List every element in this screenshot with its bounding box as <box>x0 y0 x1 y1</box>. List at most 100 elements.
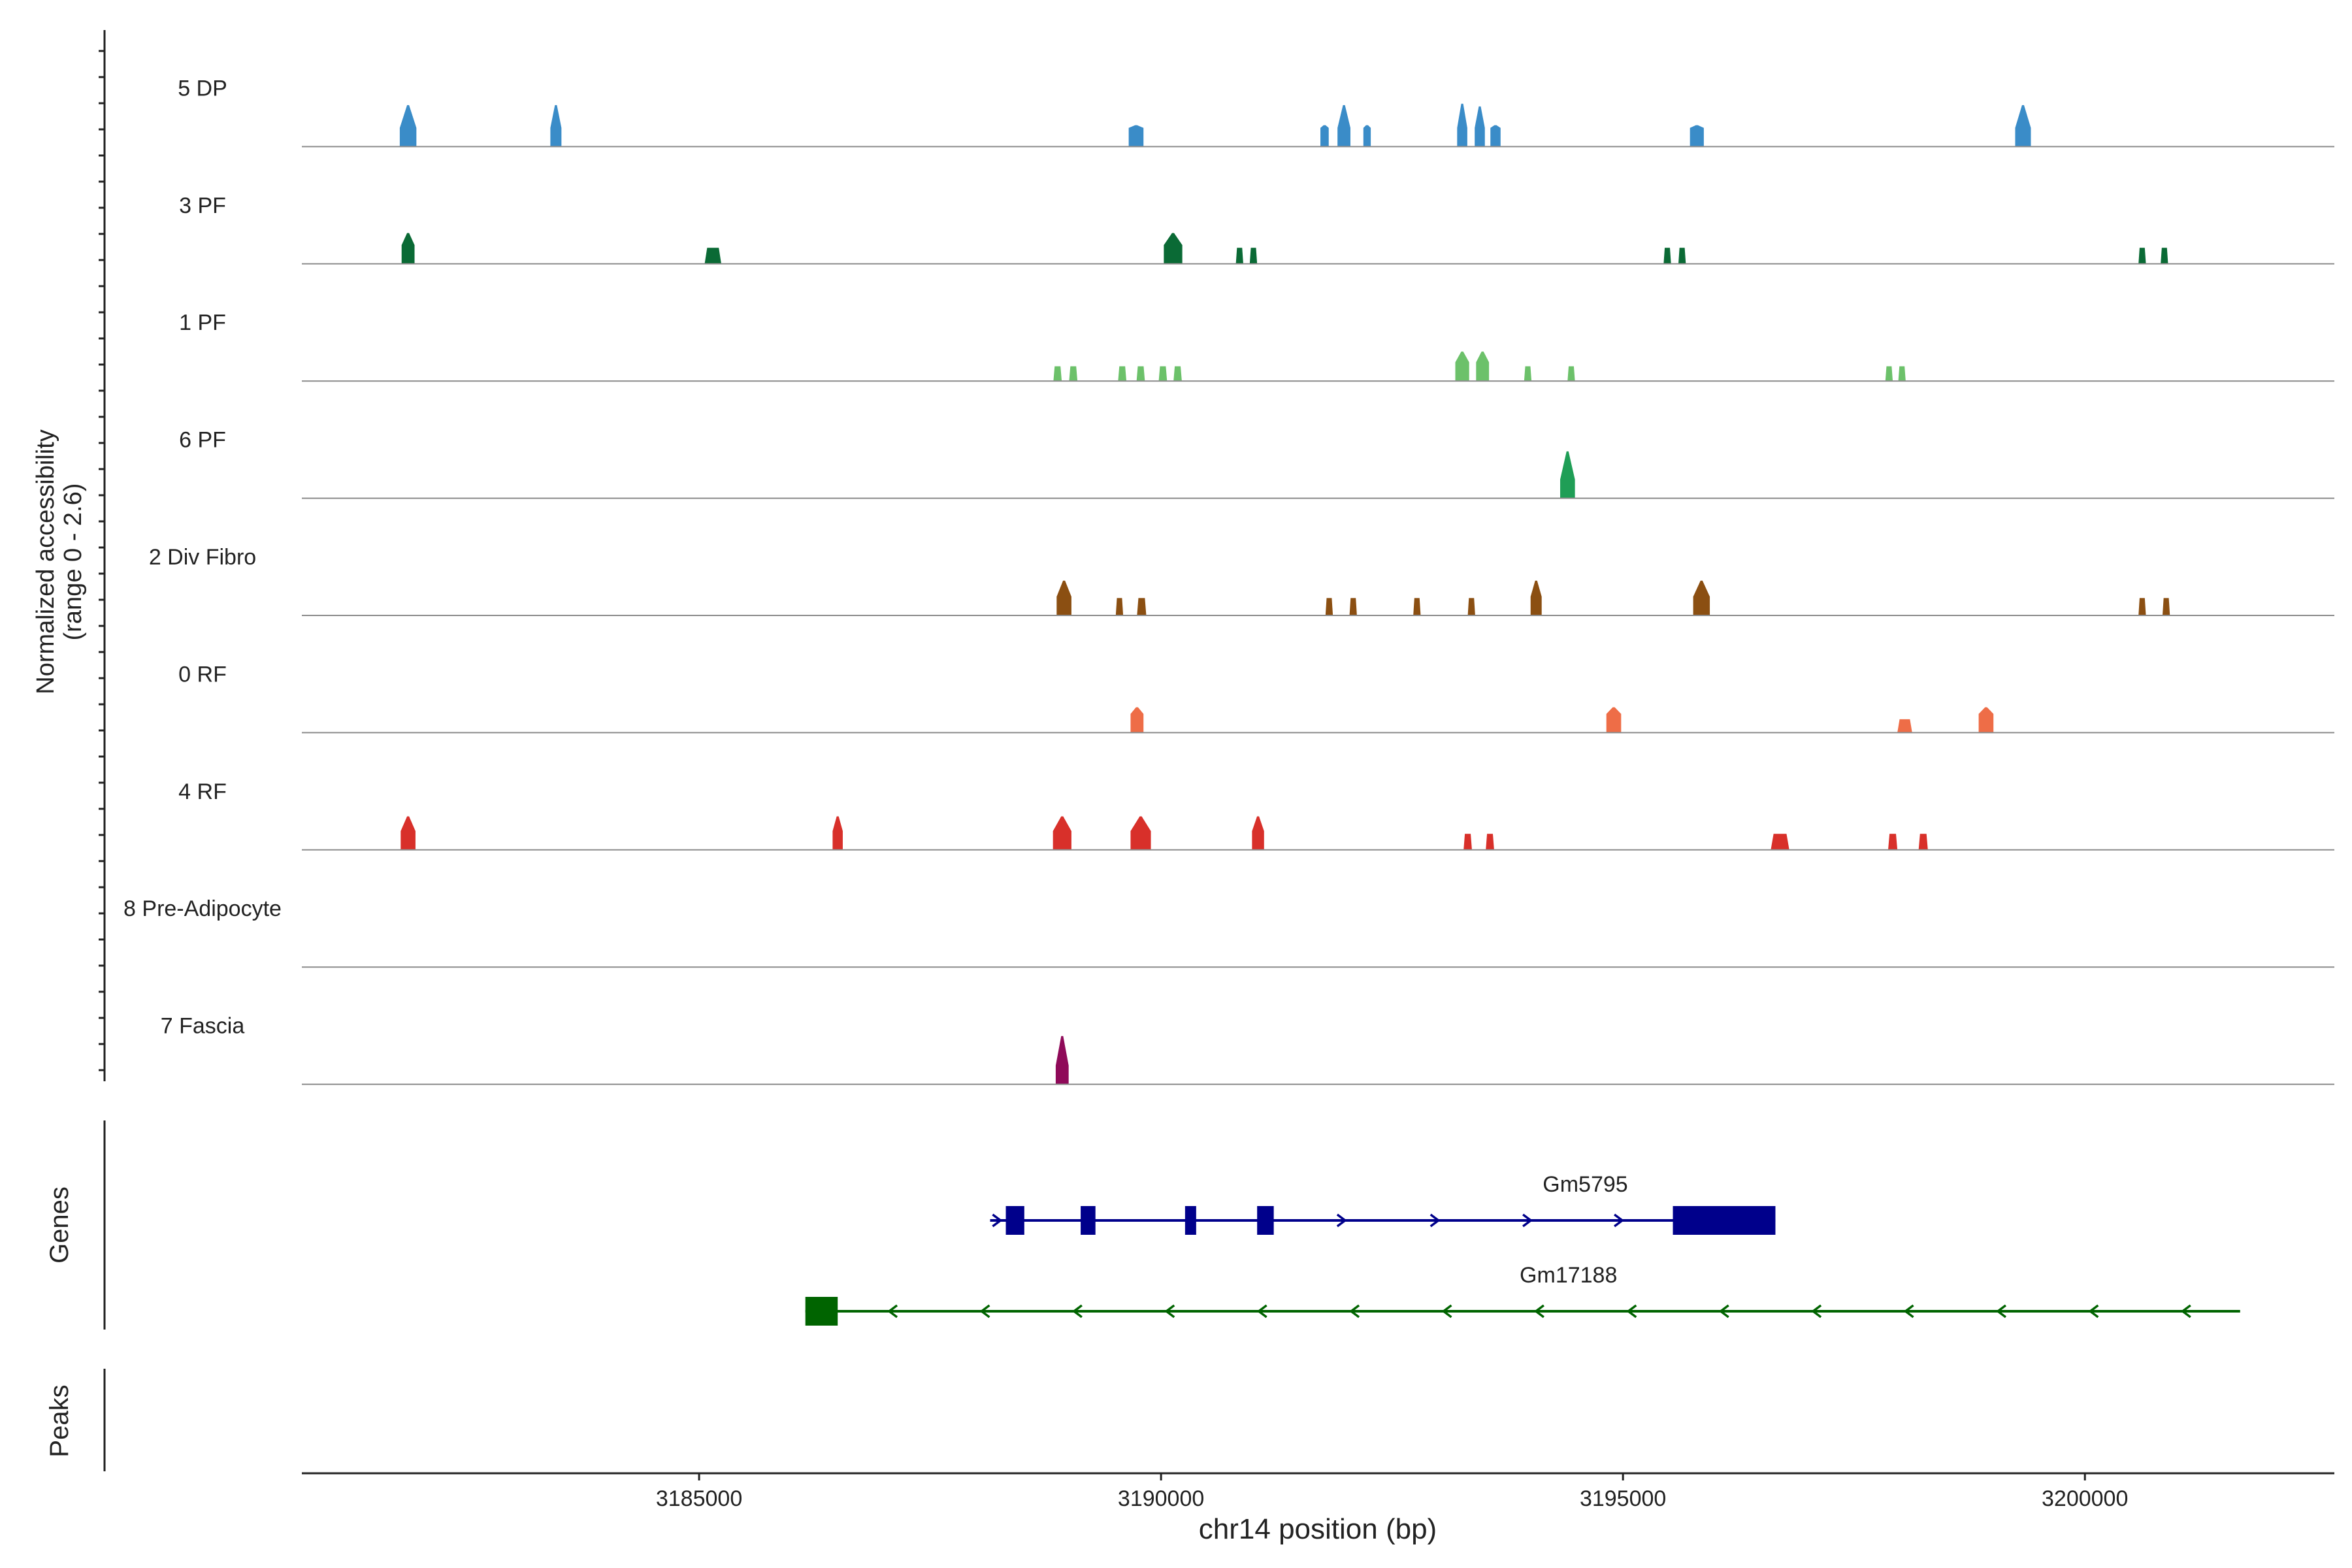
track-label-5-dp: 5 DP <box>178 76 227 101</box>
track-label-1-pf: 1 PF <box>179 310 226 335</box>
peak-3-pf-8 <box>2161 248 2168 264</box>
peak-1-pf-7 <box>1476 351 1490 382</box>
strand-arrow-gm17188-8 <box>1626 1304 1637 1318</box>
y-axis-title-line1: Normalized accessibility <box>32 429 59 694</box>
strand-arrow-gm17188-1 <box>979 1304 990 1318</box>
peak-5-dp-7 <box>1475 106 1485 147</box>
peak-3-pf-0 <box>401 233 415 264</box>
peak-4-rf-9 <box>1918 834 1928 850</box>
track-label-4-rf: 4 RF <box>178 779 227 804</box>
strand-arrow-gm5795-4 <box>1614 1213 1624 1228</box>
x-tick-label-2: 3195000 <box>1580 1486 1666 1511</box>
peak-0-rf-0 <box>1130 707 1144 733</box>
strand-arrow-gm5795-1 <box>1336 1213 1347 1228</box>
peak-0-rf-3 <box>1978 707 1994 733</box>
strand-arrow-gm17188-5 <box>1349 1304 1360 1318</box>
track-0-rf: 0 RF <box>178 662 2334 734</box>
peak-5-dp-6 <box>1457 103 1467 147</box>
y-axis-title-line2: (range 0 - 2.6) <box>59 483 87 641</box>
peak-5-dp-10 <box>2015 105 2031 147</box>
strand-arrow-gm5795-2 <box>1429 1213 1441 1228</box>
track-5-dp: 5 DP <box>178 76 2334 148</box>
peak-2-div-fibro-4 <box>1349 598 1357 615</box>
peak-2-div-fibro-9 <box>2138 598 2146 615</box>
gene-label-gm17188: Gm17188 <box>1520 1263 1617 1288</box>
coverage-y-ticks <box>99 50 105 1071</box>
peak-1-pf-1 <box>1069 366 1078 382</box>
track-label-3-pf: 3 PF <box>179 193 226 218</box>
peak-3-pf-3 <box>1235 248 1243 264</box>
peak-5-dp-5 <box>1363 125 1371 147</box>
peak-5-dp-1 <box>550 105 562 147</box>
peak-6-pf-0 <box>1560 451 1575 498</box>
track-label-6-pf: 6 PF <box>179 428 226 453</box>
x-axis-ticks: 3185000 3190000 3195000 3200000 <box>656 1473 2128 1511</box>
peak-1-pf-5 <box>1173 366 1182 382</box>
track-2-div-fibro: 2 Div Fibro <box>149 545 2334 616</box>
peak-4-rf-8 <box>1887 834 1898 850</box>
track-6-pf: 6 PF <box>179 428 2334 499</box>
track-label-2-div-fibro: 2 Div Fibro <box>149 545 256 570</box>
peak-1-pf-3 <box>1136 366 1145 382</box>
strand-arrow-gm17188-4 <box>1256 1304 1267 1318</box>
track-label-0-rf: 0 RF <box>178 662 227 687</box>
strand-arrow-gm5795-0 <box>992 1213 1003 1228</box>
peak-0-rf-1 <box>1606 707 1622 733</box>
strand-arrow-gm17188-13 <box>2088 1304 2099 1318</box>
track-3-pf: 3 PF <box>179 193 2334 265</box>
peak-4-rf-4 <box>1252 816 1264 850</box>
peak-5-dp-8 <box>1490 125 1501 147</box>
peak-2-div-fibro-0 <box>1056 580 1071 615</box>
exon-gm5795-0 <box>1005 1206 1024 1235</box>
peak-4-rf-3 <box>1130 816 1151 850</box>
track-1-pf: 1 PF <box>179 310 2334 382</box>
strand-arrow-gm17188-12 <box>1996 1304 2006 1318</box>
y-axis-title: Normalized accessibility (range 0 - 2.6) <box>32 429 87 694</box>
peak-1-pf-9 <box>1567 366 1575 382</box>
peak-5-dp-3 <box>1320 125 1329 147</box>
strand-arrow-gm17188-14 <box>2180 1304 2191 1318</box>
peak-2-div-fibro-6 <box>1467 598 1475 615</box>
strand-arrow-gm17188-9 <box>1718 1304 1729 1318</box>
strand-arrow-gm17188-2 <box>1071 1304 1083 1318</box>
track-7-fascia: 7 Fascia <box>161 1014 2334 1085</box>
genes-panel-label: Genes <box>45 1186 74 1264</box>
peak-1-pf-4 <box>1158 366 1168 382</box>
peak-1-pf-0 <box>1053 366 1062 382</box>
peak-2-div-fibro-10 <box>2162 598 2170 615</box>
peak-2-div-fibro-2 <box>1137 598 1147 615</box>
exon-gm17188-0 <box>805 1297 838 1326</box>
x-tick-label-0: 3185000 <box>656 1486 742 1511</box>
x-tick-label-1: 3190000 <box>1118 1486 1204 1511</box>
gene-label-gm5795: Gm5795 <box>1543 1172 1627 1197</box>
track-4-rf: 4 RF <box>178 779 2334 851</box>
peak-4-rf-6 <box>1486 834 1494 850</box>
peak-4-rf-2 <box>1053 816 1071 850</box>
strand-arrow-gm17188-0 <box>887 1304 898 1318</box>
peak-1-pf-10 <box>1885 366 1893 382</box>
peak-4-rf-0 <box>400 816 416 850</box>
track-8-pre-adipocyte: 8 Pre-Adipocyte <box>123 896 2334 968</box>
track-label-7-fascia: 7 Fascia <box>161 1014 245 1039</box>
exon-gm5795-2 <box>1184 1206 1196 1235</box>
peak-5-dp-0 <box>399 105 417 147</box>
track-label-8-pre-adipocyte: 8 Pre-Adipocyte <box>123 896 282 921</box>
strand-arrow-gm17188-6 <box>1441 1304 1452 1318</box>
peak-1-pf-6 <box>1455 351 1469 382</box>
peaks-panel-label: Peaks <box>45 1384 74 1457</box>
peak-5-dp-4 <box>1337 105 1350 147</box>
peak-5-dp-9 <box>1690 125 1704 147</box>
exon-gm5795-3 <box>1257 1206 1274 1235</box>
peak-1-pf-11 <box>1898 366 1906 382</box>
strand-arrow-gm17188-3 <box>1164 1304 1175 1318</box>
peak-3-pf-4 <box>1249 248 1258 264</box>
peak-3-pf-6 <box>1678 248 1686 264</box>
x-axis-title: chr14 position (bp) <box>1199 1513 1437 1545</box>
peak-2-div-fibro-5 <box>1413 598 1421 615</box>
coverage-tracks: 5 DP 3 PF 1 PF 6 PF 2 Div Fibro 0 RF 4 RF 8 Pre… <box>123 76 2334 1085</box>
peak-0-rf-2 <box>1897 719 1912 733</box>
strand-arrow-gm17188-11 <box>1903 1304 1914 1318</box>
peak-1-pf-8 <box>1524 366 1532 382</box>
genes-track: Gm5795 Gm17188 <box>805 1172 2240 1326</box>
